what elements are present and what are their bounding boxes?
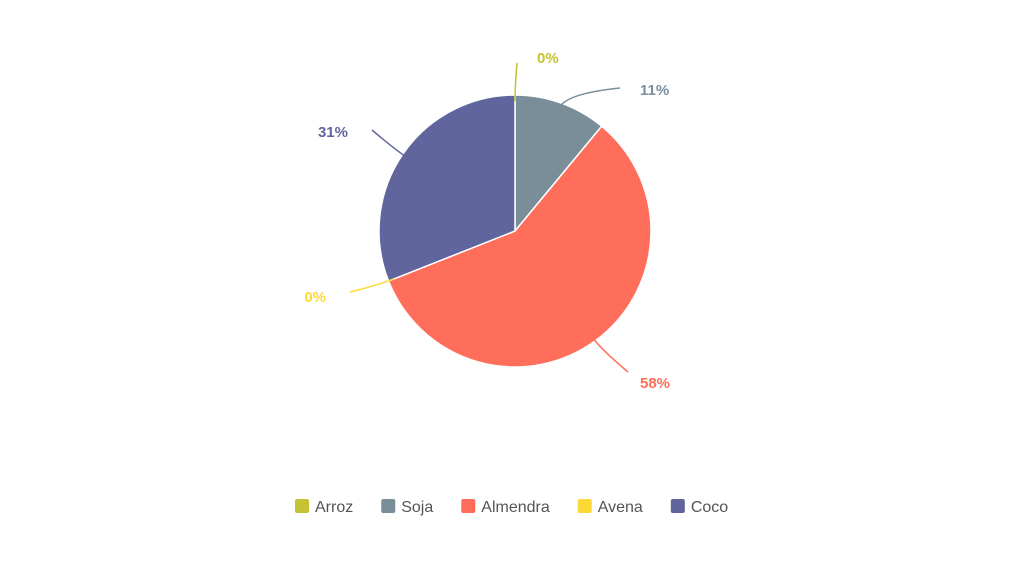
leader-line-almendra [590, 335, 629, 373]
legend-label-coco: Coco [691, 499, 728, 516]
leader-line-soja [558, 87, 621, 110]
legend-item-arroz[interactable]: Arroz [295, 499, 353, 516]
legend-item-soja[interactable]: Soja [381, 499, 433, 516]
legend-swatch-soja [381, 499, 396, 513]
legend-item-coco[interactable]: Coco [670, 499, 728, 516]
legend-item-almendra[interactable]: Almendra [461, 499, 550, 516]
legend-swatch-arroz [295, 499, 309, 513]
legend: Arroz Soja Almendra Avena Coco [295, 499, 728, 516]
leader-lines [349, 62, 629, 373]
legend-item-avena[interactable]: Avena [577, 499, 643, 516]
data-label-soja: 11% [640, 82, 669, 99]
data-label-arroz: 0% [537, 50, 559, 67]
legend-swatch-almendra [461, 499, 476, 513]
pie-slices [378, 94, 652, 368]
leader-line-coco [371, 129, 408, 159]
data-label-coco: 31% [318, 124, 348, 141]
data-label-avena: 0% [304, 289, 326, 306]
pie-slice-soja [514, 94, 603, 234]
legend-label-almendra: Almendra [481, 499, 550, 516]
data-labels: 0% 11% 58% 0% 31% [304, 50, 670, 392]
data-label-almendra: 58% [640, 375, 670, 392]
legend-swatch-coco [670, 499, 685, 513]
legend-label-arroz: Arroz [315, 499, 353, 516]
legend-label-avena: Avena [598, 499, 643, 516]
leader-line-arroz [514, 62, 518, 102]
legend-label-soja: Soja [401, 499, 433, 516]
legend-swatch-avena [577, 499, 592, 513]
leader-line-avena [349, 278, 395, 293]
